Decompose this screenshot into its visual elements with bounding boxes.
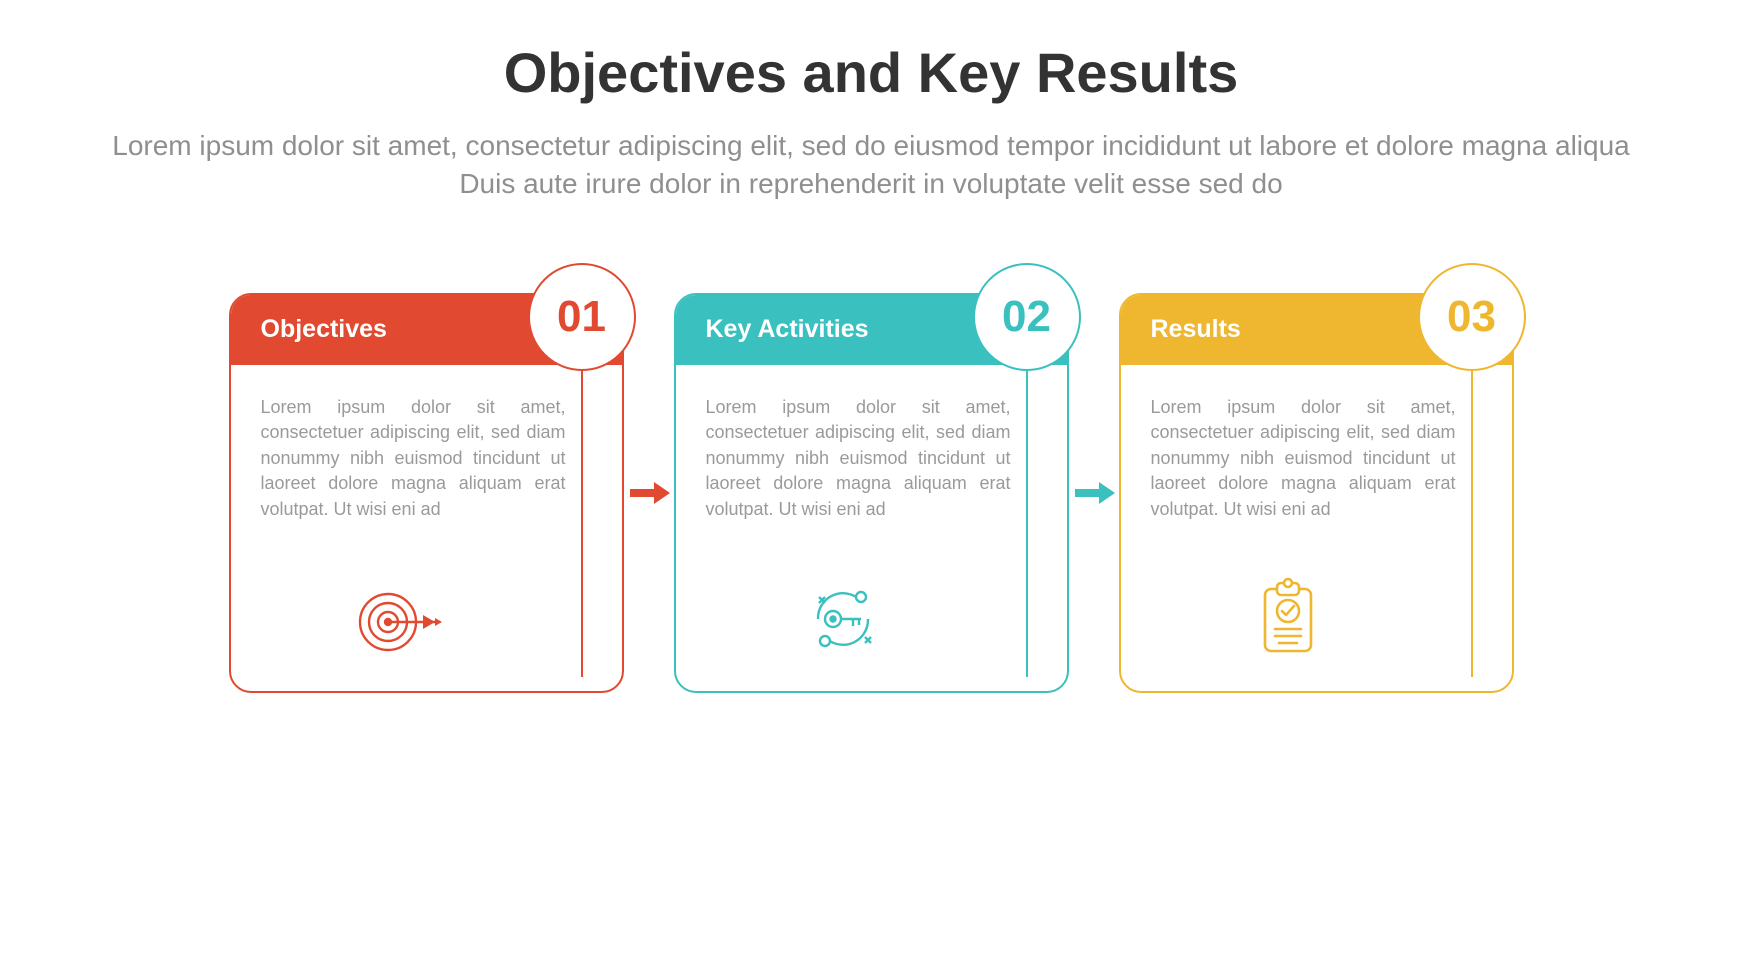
page-title: Objectives and Key Results	[504, 40, 1239, 105]
card-number-badge: 03	[1418, 263, 1526, 371]
card-number: 01	[557, 292, 606, 342]
key-cycle-icon	[676, 581, 1011, 657]
card-title: Results	[1151, 315, 1241, 344]
card-results: Results 03 Lorem ipsum dolor sit amet, c…	[1119, 293, 1514, 693]
arrow-icon	[624, 478, 674, 508]
card-body-text: Lorem ipsum dolor sit amet, consectetuer…	[676, 365, 1067, 523]
target-icon	[231, 587, 566, 657]
arrow-icon	[1069, 478, 1119, 508]
badge-stem	[581, 371, 583, 677]
card-number: 03	[1447, 292, 1496, 342]
card-title: Key Activities	[706, 315, 869, 344]
card-key-activities: Key Activities 02 Lorem ipsum dolor sit …	[674, 293, 1069, 693]
card-body-text: Lorem ipsum dolor sit amet, consectetuer…	[231, 365, 622, 523]
okr-infographic: Objectives and Key Results Lorem ipsum d…	[0, 0, 1742, 980]
clipboard-check-icon	[1121, 577, 1456, 657]
card-body-text: Lorem ipsum dolor sit amet, consectetuer…	[1121, 365, 1512, 523]
card-number-badge: 02	[973, 263, 1081, 371]
page-subtitle: Lorem ipsum dolor sit amet, consectetur …	[101, 127, 1641, 203]
cards-row: Objectives 01 Lorem ipsum dolor sit amet…	[229, 293, 1514, 693]
card-objectives: Objectives 01 Lorem ipsum dolor sit amet…	[229, 293, 624, 693]
badge-stem	[1471, 371, 1473, 677]
card-number-badge: 01	[528, 263, 636, 371]
card-title: Objectives	[261, 315, 387, 344]
card-number: 02	[1002, 292, 1051, 342]
badge-stem	[1026, 371, 1028, 677]
